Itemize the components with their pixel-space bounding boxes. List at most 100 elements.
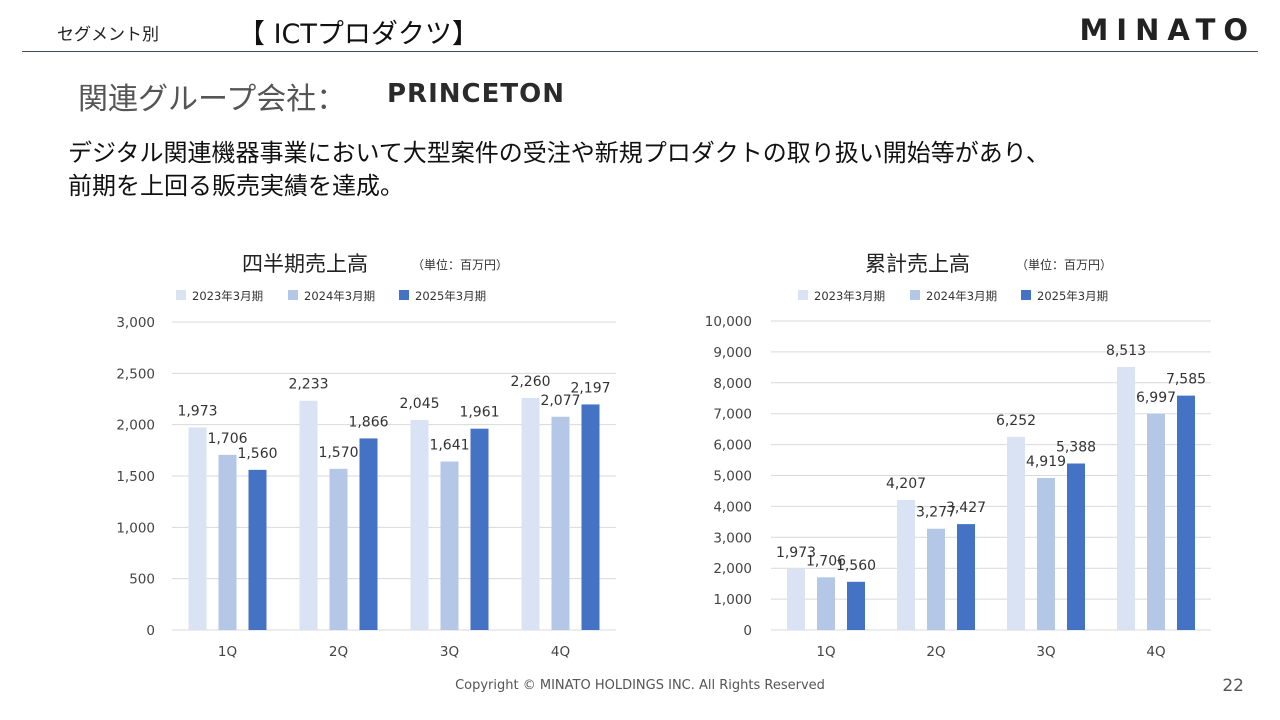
bar [817, 577, 835, 630]
data-label: 8,513 [1106, 343, 1146, 359]
data-label: 1,570 [318, 445, 358, 461]
bar [440, 461, 459, 630]
y-tick-label: 2,500 [116, 366, 155, 382]
bar [248, 469, 267, 630]
quarterly-chart-title: 四半期売上高 [242, 252, 368, 276]
bar [581, 404, 600, 630]
bar [1177, 395, 1195, 630]
bar [218, 454, 237, 630]
y-tick-label: 1,000 [116, 520, 155, 536]
princeton-logo: PRINCETON [387, 79, 565, 109]
legend-swatch [176, 290, 186, 300]
x-tick-label: 3Q [440, 644, 459, 660]
legend-swatch [798, 290, 808, 300]
y-tick-label: 1,500 [116, 469, 155, 485]
data-label: 1,866 [348, 414, 388, 430]
bar [299, 400, 318, 630]
segment-label: セグメント別 [57, 25, 159, 45]
legend-swatch [288, 290, 298, 300]
bar [787, 569, 805, 630]
bar [847, 581, 865, 630]
bar [1037, 478, 1055, 630]
legend-label: 2025年3月期 [1037, 289, 1108, 303]
y-tick-label: 2,000 [713, 561, 752, 577]
data-label: 1,706 [207, 431, 247, 447]
x-tick-label: 1Q [218, 644, 237, 660]
data-label: 6,252 [996, 413, 1036, 429]
legend-label: 2023年3月期 [192, 289, 263, 303]
data-label: 1,706 [806, 553, 846, 569]
legend-label: 2024年3月期 [304, 289, 375, 303]
quarterly-chart-unit: （単位：百万円） [412, 258, 509, 272]
bar [470, 428, 489, 630]
header-divider [22, 51, 1258, 52]
data-label: 4,207 [886, 476, 926, 492]
legend-swatch [910, 290, 920, 300]
legend-swatch [399, 290, 409, 300]
y-tick-label: 7,000 [713, 407, 752, 423]
summary-text: デジタル関連機器事業において大型案件の受注や新規プロダクトの取り扱い開始等があり… [68, 137, 1218, 203]
brand-logo: MINATO [1079, 13, 1256, 47]
y-tick-label: 1,000 [713, 592, 752, 608]
x-tick-label: 2Q [926, 644, 945, 660]
data-label: 6,997 [1136, 390, 1176, 406]
data-label: 1,560 [836, 558, 876, 574]
bar [188, 427, 207, 630]
page-number: 22 [1222, 676, 1244, 696]
x-tick-label: 2Q [329, 644, 348, 660]
bar [1007, 436, 1025, 630]
company-label: 関連グループ会社： [78, 82, 347, 117]
cumulative-sales-chart: 0 1,000 2,000 3,000 4,000 5,000 6,000 7,000 8,00… [705, 289, 1211, 660]
y-tick-label: 4,000 [713, 499, 752, 515]
data-label: 2,260 [510, 374, 550, 390]
y-tick-label: 6,000 [713, 438, 752, 454]
y-tick-label: 2,000 [116, 418, 155, 434]
cumulative-chart-title: 累計売上高 [865, 252, 970, 276]
data-label: 1,641 [429, 438, 469, 454]
section-title: 【 ICTプロダクツ】 [238, 19, 479, 50]
bar [329, 468, 348, 630]
data-label: 1,973 [177, 403, 217, 419]
y-tick-label: 9,000 [713, 345, 752, 361]
legend-label: 2023年3月期 [814, 289, 885, 303]
legend-label: 2024年3月期 [926, 289, 997, 303]
data-label: 1,961 [459, 405, 499, 421]
summary-line-2: 前期を上回る販売実績を達成。 [68, 172, 404, 200]
y-tick-label: 0 [146, 623, 155, 639]
bar [551, 416, 570, 630]
bar [1147, 413, 1165, 630]
legend-swatch [1021, 290, 1031, 300]
bar [897, 500, 915, 630]
bar [359, 438, 378, 630]
summary-line-1: デジタル関連機器事業において大型案件の受注や新規プロダクトの取り扱い開始等があり… [68, 139, 1050, 167]
cumulative-chart-unit: （単位：百万円） [1016, 258, 1113, 272]
x-tick-label: 1Q [816, 644, 835, 660]
x-tick-label: 4Q [1146, 644, 1165, 660]
quarterly-sales-chart: 0 500 1,000 1,500 2,000 2,500 3,000 2023年3月期 202… [116, 289, 616, 660]
data-label: 4,919 [1026, 454, 1066, 470]
y-tick-label: 3,000 [116, 315, 155, 331]
data-label: 2,233 [288, 377, 328, 393]
bar [1067, 463, 1085, 630]
y-tick-label: 8,000 [713, 376, 752, 392]
y-tick-label: 0 [743, 623, 752, 639]
bar [521, 397, 540, 630]
data-label: 1,973 [776, 545, 816, 561]
data-label: 7,585 [1166, 372, 1206, 388]
x-tick-label: 4Q [551, 644, 570, 660]
data-label: 2,045 [399, 396, 439, 412]
copyright-text: Copyright © MINATO HOLDINGS INC. All Rig… [455, 678, 825, 693]
data-label: 3,427 [946, 500, 986, 516]
bar [410, 420, 429, 630]
y-tick-label: 10,000 [705, 314, 752, 330]
data-label: 5,388 [1056, 440, 1096, 456]
data-label: 2,197 [570, 380, 610, 396]
y-tick-label: 3,000 [713, 530, 752, 546]
y-tick-label: 500 [129, 572, 155, 588]
y-tick-label: 5,000 [713, 469, 752, 485]
data-label: 2,077 [540, 393, 580, 409]
bar [957, 524, 975, 630]
data-label: 1,560 [237, 446, 277, 462]
x-tick-label: 3Q [1036, 644, 1055, 660]
